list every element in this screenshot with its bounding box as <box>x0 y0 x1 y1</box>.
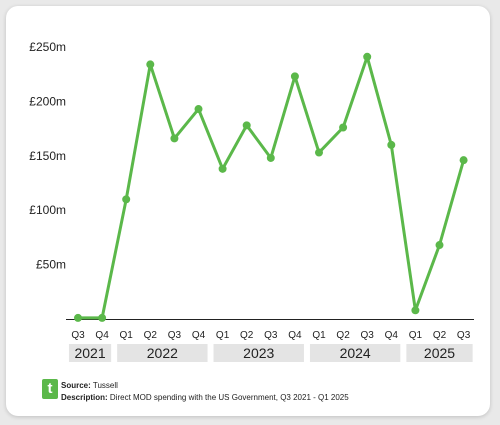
data-point <box>74 313 82 322</box>
x-tick-label: Q4 <box>385 330 399 341</box>
year-band <box>213 344 304 362</box>
data-point <box>315 148 323 157</box>
x-tick-label: Q3 <box>457 330 471 341</box>
data-point <box>435 241 444 250</box>
year-label: 2024 <box>340 345 371 361</box>
data-point <box>170 134 179 143</box>
y-tick-label: £50m <box>36 258 66 272</box>
x-tick-label: Q1 <box>216 330 230 341</box>
tussell-logo: t <box>42 379 58 399</box>
x-tick-label: Q4 <box>288 330 302 341</box>
year-band <box>117 344 208 362</box>
x-tick-label: Q3 <box>71 330 85 341</box>
data-point <box>242 121 251 130</box>
y-tick-label: £150m <box>29 149 66 163</box>
year-band <box>309 344 401 362</box>
y-tick-label: £100m <box>29 203 66 217</box>
description-value: Direct MOD spending with the US Governme… <box>109 393 349 402</box>
description-line: Description: Direct MOD spending with th… <box>61 392 349 404</box>
chart-footer: Source: Tussell Description: Direct MOD … <box>61 380 349 404</box>
x-tick-label: Q1 <box>409 330 423 341</box>
data-point <box>459 156 468 165</box>
x-tick-label: Q4 <box>192 330 206 341</box>
year-band <box>406 344 473 362</box>
source-line: Source: Tussell <box>61 380 349 392</box>
y-tick-label: £250m <box>29 40 66 54</box>
year-label: 2023 <box>243 345 274 361</box>
year-label: 2021 <box>74 345 105 361</box>
data-point <box>411 306 420 315</box>
year-label: 2022 <box>147 345 178 361</box>
data-point <box>339 123 348 132</box>
x-tick-label: Q2 <box>433 330 447 341</box>
x-tick-label: Q2 <box>144 330 158 341</box>
data-point <box>218 164 227 173</box>
data-point <box>387 140 396 149</box>
x-tick-label: Q3 <box>264 330 278 341</box>
data-point <box>194 105 203 114</box>
year-band <box>68 344 112 362</box>
description-label: Description: <box>61 393 108 402</box>
x-tick-label: Q3 <box>361 330 375 341</box>
x-tick-label: Q4 <box>95 330 109 341</box>
data-point <box>266 153 275 162</box>
data-point <box>122 195 131 204</box>
source-label: Source: <box>61 381 91 390</box>
data-point <box>146 60 155 69</box>
series-line <box>78 55 466 320</box>
data-point <box>363 52 372 61</box>
y-tick-label: £200m <box>29 94 66 108</box>
data-point <box>98 313 107 322</box>
source-value: Tussell <box>92 381 118 390</box>
year-label: 2025 <box>424 345 455 361</box>
data-point <box>290 72 299 81</box>
x-tick-label: Q2 <box>336 330 350 341</box>
x-tick-label: Q3 <box>168 330 182 341</box>
x-tick-label: Q1 <box>120 330 134 341</box>
x-tick-label: Q2 <box>240 330 254 341</box>
x-tick-label: Q1 <box>312 330 326 341</box>
